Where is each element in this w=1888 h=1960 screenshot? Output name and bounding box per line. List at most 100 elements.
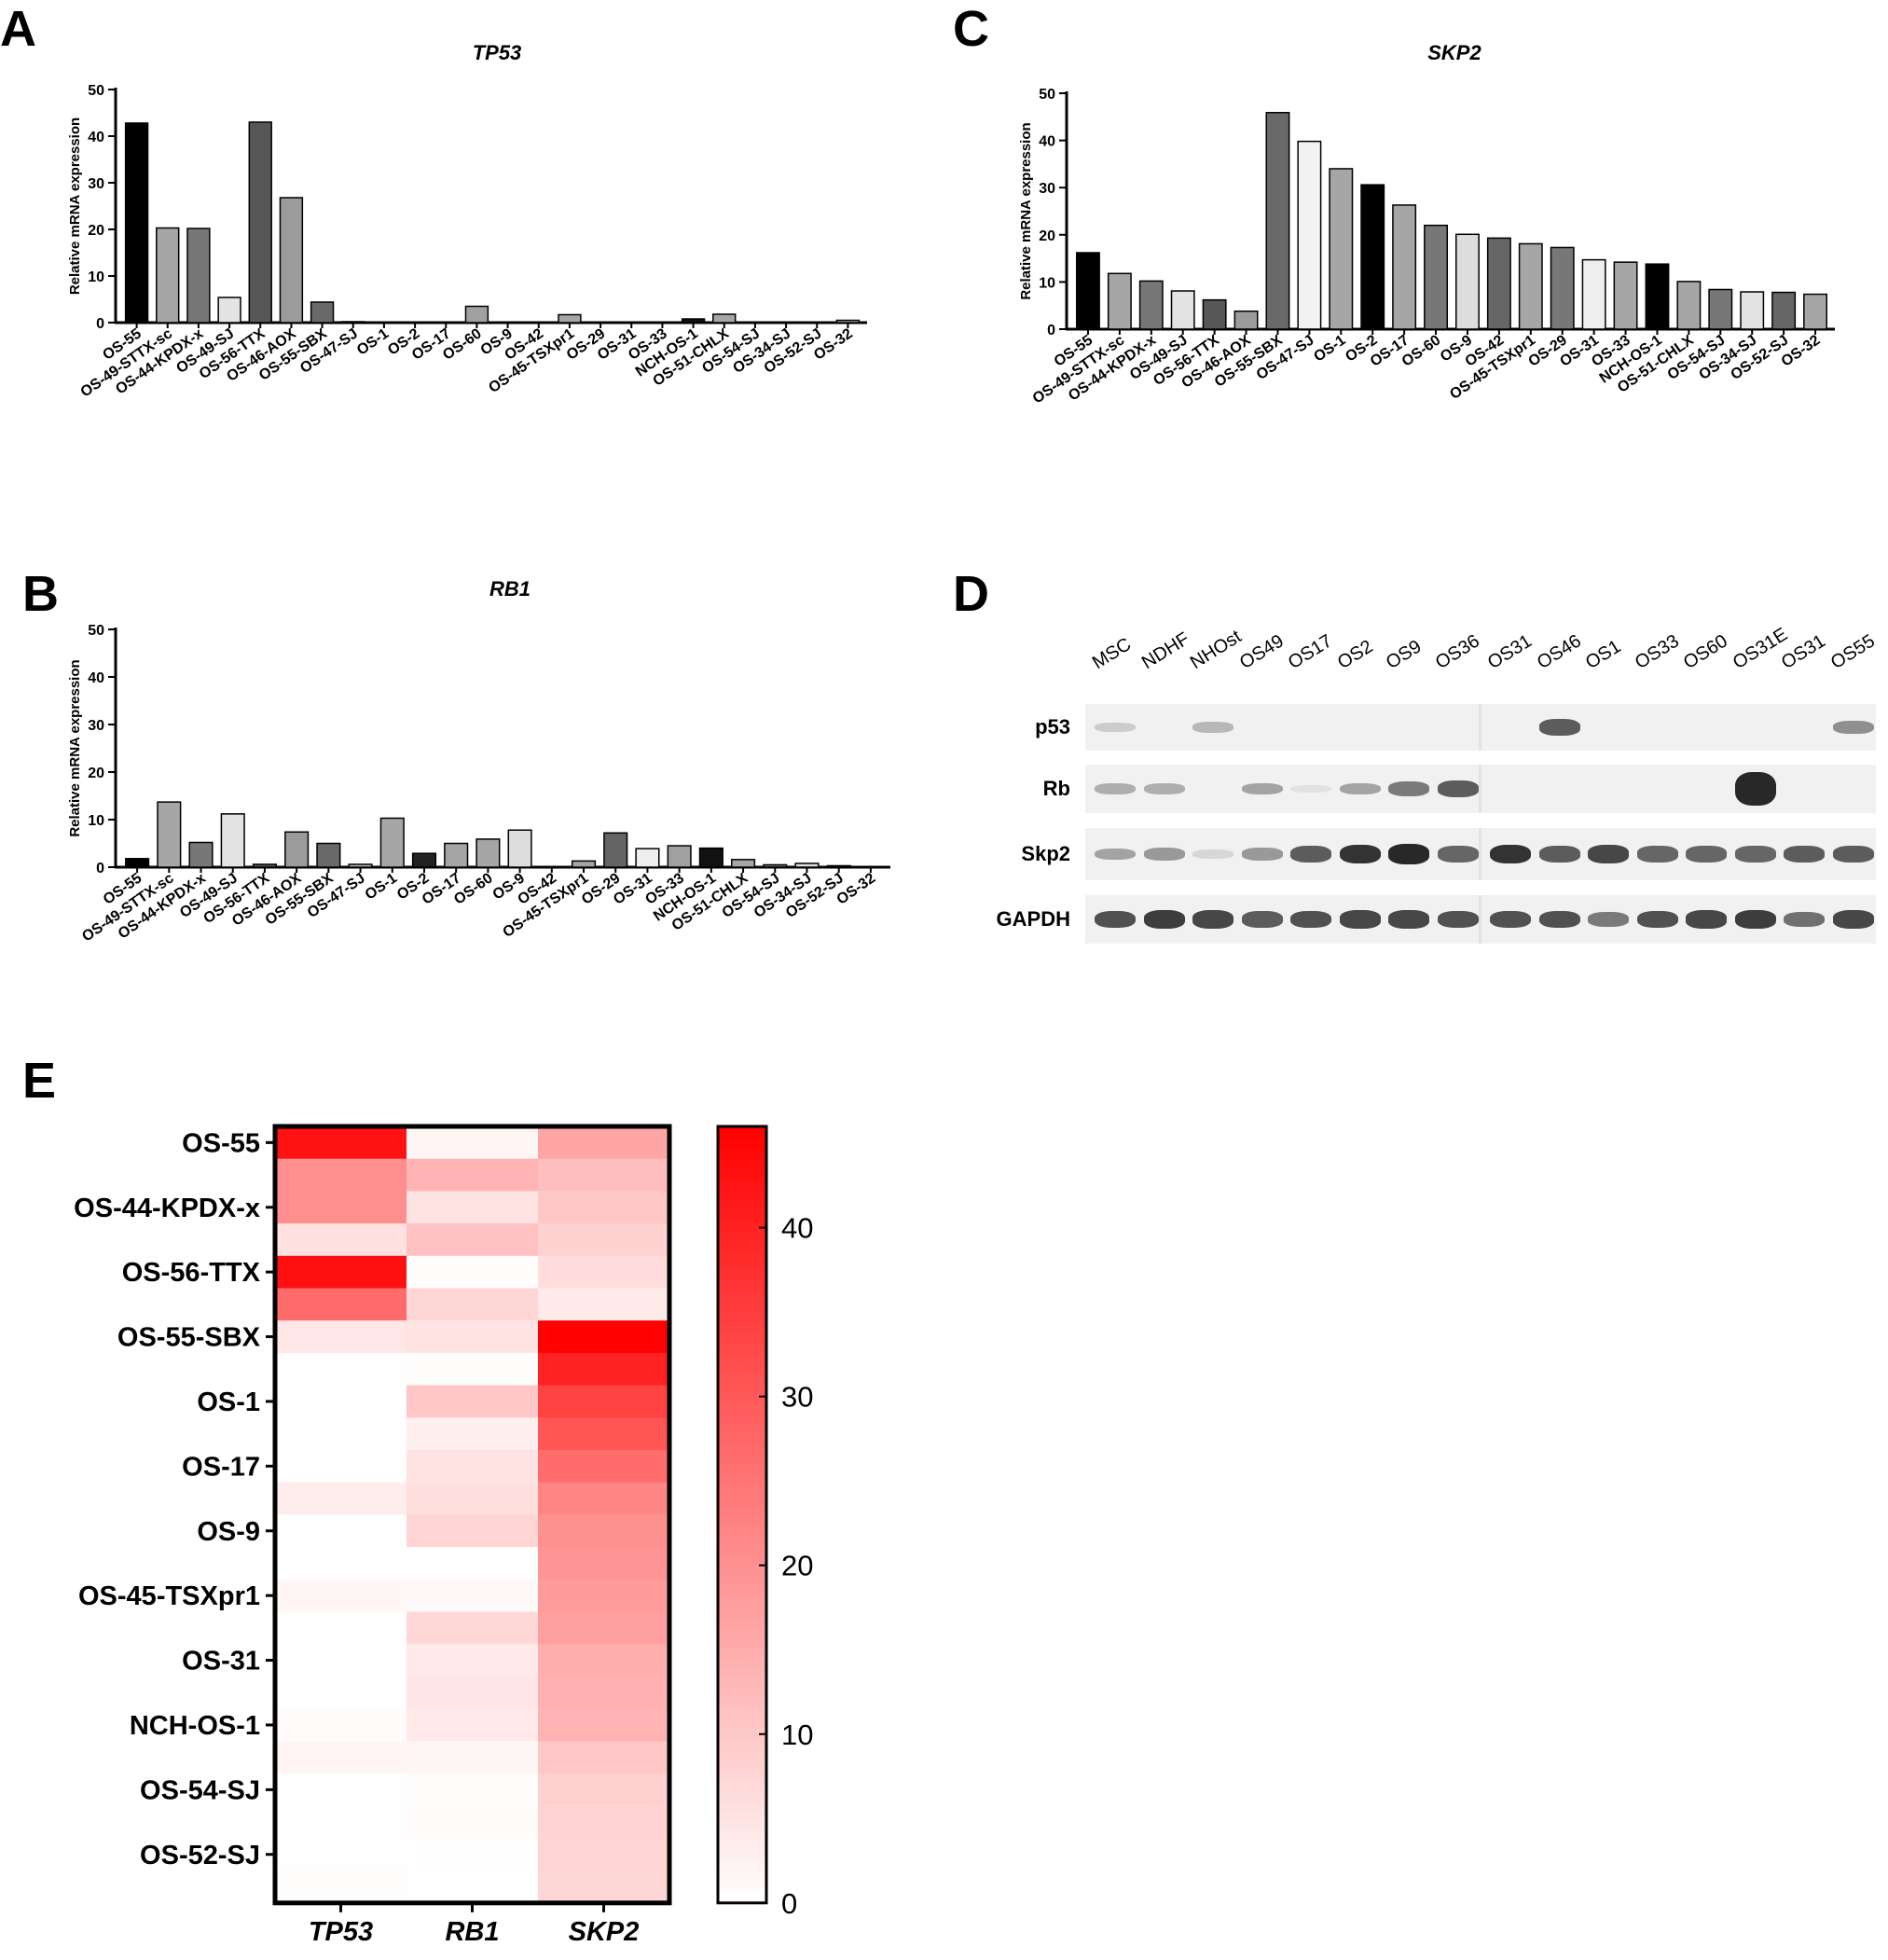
- heat-cell: [275, 1191, 407, 1224]
- colorbar-tick-label: 30: [781, 1381, 813, 1414]
- heat-cell: [538, 1708, 670, 1742]
- heat-row-label: OS-52-SJ: [140, 1841, 260, 1870]
- band-p53: [1832, 720, 1874, 735]
- band-gapdh: [1490, 910, 1531, 929]
- band-skp2: [1095, 848, 1136, 861]
- bar-os-55: [125, 858, 150, 868]
- lane-label: OS55: [1826, 630, 1879, 674]
- bar-os-55-sbx: [316, 842, 341, 868]
- heat-row-label: OS-1: [197, 1387, 260, 1417]
- band-rb: [1437, 780, 1479, 797]
- bar-os-52-sj: [805, 321, 829, 324]
- heat-cell: [538, 1805, 670, 1839]
- band-gapdh: [1388, 910, 1429, 929]
- band-skp2: [1588, 845, 1629, 863]
- heat-cell: [275, 1708, 407, 1742]
- bar-os-47-sj: [341, 321, 365, 324]
- heat-cell: [538, 1320, 670, 1354]
- heat-cell: [538, 1774, 670, 1807]
- band-gapdh: [1832, 910, 1874, 929]
- bar-os-51-chlx: [1676, 281, 1702, 330]
- lane-label: OS33: [1631, 630, 1683, 674]
- colorbar-tick-label: 40: [781, 1212, 813, 1245]
- band-gapdh: [1636, 910, 1678, 929]
- heat-cell: [275, 1805, 407, 1839]
- chart-a-tp53: TP53 Relative mRNA expression 0 10 20 30 40 50 O…: [67, 41, 867, 401]
- bar-os-1: [379, 817, 405, 868]
- band-gapdh: [1192, 910, 1233, 929]
- band-p53: [1538, 719, 1580, 736]
- panel-letter-a: A: [0, 1, 36, 57]
- heat-row-label: OS-45-TSXpr1: [78, 1581, 260, 1611]
- heat-cell: [275, 1288, 407, 1321]
- band-rb: [1095, 782, 1136, 795]
- bar-os-2: [403, 321, 427, 324]
- lane-label: OS31: [1483, 630, 1536, 674]
- lane-label: OS9: [1382, 636, 1426, 674]
- bar-os-55: [124, 122, 149, 324]
- heat-row-label: OS-44-KPDX-x: [74, 1194, 260, 1223]
- bar-os-52-sj: [826, 864, 851, 868]
- heat-cell: [538, 1158, 670, 1192]
- bar-os-51-chlx: [712, 313, 737, 324]
- band-rb: [1143, 782, 1185, 795]
- bar-os-47-sj: [1297, 140, 1322, 330]
- colorbar-tick-label: 10: [781, 1718, 813, 1751]
- x-tick-label: OS-1: [354, 325, 392, 358]
- heat-cell: [275, 1838, 407, 1871]
- y-axis-label: Relative mRNA expression: [67, 117, 83, 295]
- band-gapdh: [1538, 910, 1580, 929]
- heat-cell: [538, 1741, 670, 1774]
- y-tick-label: 30: [88, 718, 104, 734]
- heat-cell: [407, 1320, 539, 1354]
- blot-seam: [1479, 704, 1481, 751]
- bar-os-46-aox: [284, 831, 310, 868]
- bar-os-32: [835, 319, 861, 324]
- bar-os-49-sttx-sc: [156, 227, 180, 324]
- heat-cell: [407, 1774, 539, 1807]
- heat-cell: [538, 1838, 670, 1871]
- bar-os-44-kpdx-x: [188, 841, 214, 868]
- heat-row-label: NCH-OS-1: [130, 1711, 260, 1741]
- band-skp2: [1290, 846, 1331, 863]
- bar-os-29: [603, 832, 628, 868]
- band-skp2: [1241, 848, 1283, 861]
- bar-os-55-sbx: [1265, 111, 1290, 330]
- band-gapdh: [1686, 910, 1727, 929]
- lane-label: OS46: [1533, 630, 1585, 674]
- band-gapdh: [1588, 912, 1629, 927]
- bar-os-2: [411, 852, 437, 868]
- bar-os-42: [1486, 237, 1511, 330]
- band-p53: [1192, 722, 1233, 733]
- band-rb: [1734, 772, 1776, 806]
- heat-cell: [538, 1547, 670, 1580]
- band-skp2: [1192, 849, 1233, 859]
- band-skp2: [1538, 846, 1580, 863]
- lane-label: OS31E: [1729, 624, 1791, 674]
- bar-os-29: [1550, 246, 1575, 330]
- heat-cell: [275, 1611, 407, 1645]
- colorbar-tick-label: 20: [781, 1550, 813, 1582]
- bar-os-32: [858, 865, 883, 868]
- y-axis-label: Relative mRNA expression: [67, 659, 83, 836]
- heat-cell: [407, 1741, 539, 1774]
- heat-cell: [275, 1676, 407, 1710]
- y-tick-label: 0: [96, 861, 104, 876]
- heat-cell: [407, 1579, 539, 1612]
- colorbar: [716, 1125, 768, 1905]
- band-skp2: [1339, 844, 1381, 864]
- bar-os-49-sj: [217, 297, 241, 324]
- bar-os-33: [650, 321, 675, 324]
- band-gapdh: [1290, 910, 1331, 929]
- band-gapdh: [1339, 910, 1381, 929]
- bar-os-46-aox: [279, 197, 304, 324]
- bar-os-49-sj: [220, 813, 245, 868]
- bar-os-45-tsxpr1: [558, 313, 582, 324]
- heat-cell: [538, 1514, 670, 1548]
- blot-row-label-gapdh: GAPDH: [996, 907, 1070, 931]
- bar-os-51-chlx: [730, 859, 756, 868]
- blot-seam: [1479, 765, 1481, 813]
- heat-cell: [275, 1579, 407, 1612]
- bar-os-9: [1454, 233, 1480, 330]
- band-skp2: [1388, 844, 1429, 864]
